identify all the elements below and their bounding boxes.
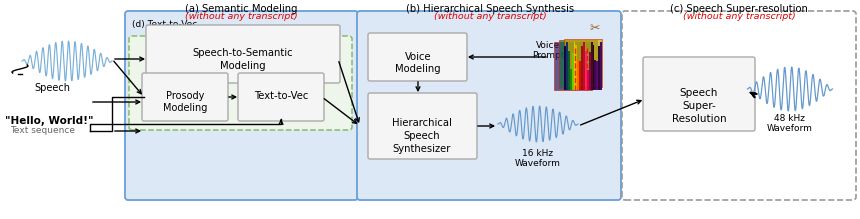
Text: Text-to-Vec: Text-to-Vec — [254, 91, 308, 101]
FancyBboxPatch shape — [622, 11, 856, 200]
FancyBboxPatch shape — [125, 11, 358, 200]
Text: (without any transcript): (without any transcript) — [683, 12, 796, 21]
Bar — [594, 60, 596, 90]
Bar — [591, 42, 593, 90]
FancyBboxPatch shape — [238, 73, 324, 121]
FancyBboxPatch shape — [643, 57, 755, 131]
Bar — [593, 45, 594, 90]
Text: "Hello, World!": "Hello, World!" — [5, 116, 94, 126]
Bar — [568, 51, 569, 90]
Text: Prosody
Modeling: Prosody Modeling — [163, 91, 207, 113]
Bar — [559, 40, 597, 88]
Bar — [585, 51, 587, 90]
Text: ✂: ✂ — [590, 23, 600, 35]
Bar — [600, 42, 602, 90]
Text: (a) Semantic Modeling: (a) Semantic Modeling — [185, 4, 298, 14]
Text: Speech: Speech — [34, 83, 70, 93]
Bar — [577, 60, 579, 90]
Text: (c) Speech Super-resolution: (c) Speech Super-resolution — [670, 4, 808, 14]
FancyBboxPatch shape — [368, 93, 477, 159]
Bar — [596, 61, 599, 90]
Text: Text sequence: Text sequence — [10, 126, 75, 135]
Text: Speech
Super-
Resolution: Speech Super- Resolution — [672, 88, 727, 124]
Text: Hierarchical
Speech
Synthesizer: Hierarchical Speech Synthesizer — [392, 118, 452, 154]
Bar — [569, 69, 572, 90]
Text: (without any transcript): (without any transcript) — [433, 12, 546, 21]
Bar — [572, 53, 574, 90]
Bar — [574, 42, 575, 90]
Text: Speech-to-Semantic
Modeling: Speech-to-Semantic Modeling — [193, 48, 293, 71]
FancyBboxPatch shape — [368, 33, 467, 81]
Bar — [579, 61, 581, 90]
FancyBboxPatch shape — [129, 36, 352, 130]
Bar — [564, 39, 602, 87]
Bar — [554, 41, 592, 90]
Bar — [599, 46, 600, 90]
FancyBboxPatch shape — [357, 11, 621, 200]
Text: (b) Hierarchical Speech Synthesis: (b) Hierarchical Speech Synthesis — [406, 4, 574, 14]
Bar — [587, 70, 589, 90]
FancyBboxPatch shape — [146, 25, 340, 83]
Text: Voice
Prompt: Voice Prompt — [531, 41, 564, 60]
FancyBboxPatch shape — [142, 73, 228, 121]
Text: 16 kHz
Waveform: 16 kHz Waveform — [515, 149, 561, 168]
Text: Voice
Modeling: Voice Modeling — [396, 52, 441, 74]
Bar — [589, 52, 591, 90]
Bar — [581, 46, 583, 90]
Text: 48 kHz
Waveform: 48 kHz Waveform — [767, 114, 813, 133]
Bar — [564, 46, 566, 90]
Bar — [575, 45, 577, 90]
Text: (d) Text-to-Vec: (d) Text-to-Vec — [132, 20, 198, 29]
Bar — [583, 42, 585, 90]
Text: (without any transcript): (without any transcript) — [185, 12, 298, 21]
Bar — [566, 42, 568, 90]
